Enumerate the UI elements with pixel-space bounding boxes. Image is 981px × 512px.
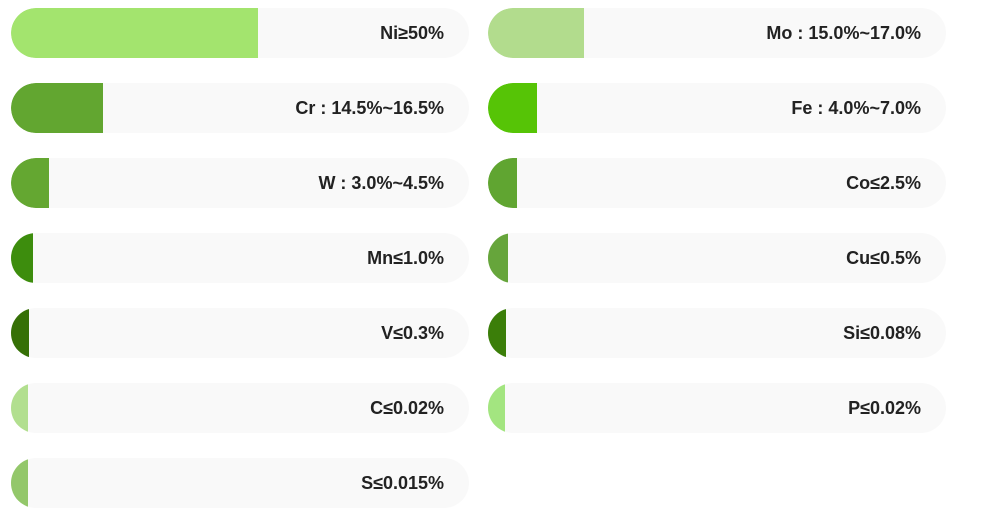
composition-bar: Ni≥50% xyxy=(11,8,469,58)
bar-label: Fe : 4.0%~7.0% xyxy=(791,98,921,118)
bar-fill xyxy=(488,308,506,358)
bar-fill xyxy=(11,383,28,433)
composition-bar: Cu≤0.5% xyxy=(488,233,946,283)
bar-fill xyxy=(488,158,517,208)
bar-label: P≤0.02% xyxy=(848,398,921,418)
composition-bar: Cr : 14.5%~16.5% xyxy=(11,83,469,133)
bar-fill xyxy=(11,158,49,208)
composition-bar: Fe : 4.0%~7.0% xyxy=(488,83,946,133)
composition-bar: C≤0.02% xyxy=(11,383,469,433)
bar-label: Mo : 15.0%~17.0% xyxy=(766,23,921,43)
bar-label: Ni≥50% xyxy=(380,23,444,43)
bar-fill xyxy=(488,8,584,58)
bar-fill xyxy=(11,8,258,58)
bar-fill xyxy=(11,83,103,133)
bar-label: S≤0.015% xyxy=(361,473,444,493)
bar-fill xyxy=(488,383,505,433)
bar-label: V≤0.3% xyxy=(381,323,444,343)
bar-label: Co≤2.5% xyxy=(846,173,921,193)
composition-bar: V≤0.3% xyxy=(11,308,469,358)
bar-label: W : 3.0%~4.5% xyxy=(318,173,444,193)
bar-label: C≤0.02% xyxy=(370,398,444,418)
composition-bar: Co≤2.5% xyxy=(488,158,946,208)
composition-bar: Mo : 15.0%~17.0% xyxy=(488,8,946,58)
composition-bar: Mn≤1.0% xyxy=(11,233,469,283)
bar-fill xyxy=(11,233,33,283)
bar-fill xyxy=(11,458,28,508)
bar-label: Si≤0.08% xyxy=(843,323,921,343)
bar-label: Cr : 14.5%~16.5% xyxy=(295,98,444,118)
composition-chart: Ni≥50% Mo : 15.0%~17.0% Cr : 14.5%~16.5% Fe… xyxy=(11,8,946,508)
bar-fill xyxy=(11,308,29,358)
bar-fill xyxy=(488,83,537,133)
bar-fill xyxy=(488,233,508,283)
composition-bar: W : 3.0%~4.5% xyxy=(11,158,469,208)
bar-label: Cu≤0.5% xyxy=(846,248,921,268)
composition-bar: P≤0.02% xyxy=(488,383,946,433)
composition-bar: Si≤0.08% xyxy=(488,308,946,358)
composition-bar: S≤0.015% xyxy=(11,458,469,508)
bar-label: Mn≤1.0% xyxy=(367,248,444,268)
